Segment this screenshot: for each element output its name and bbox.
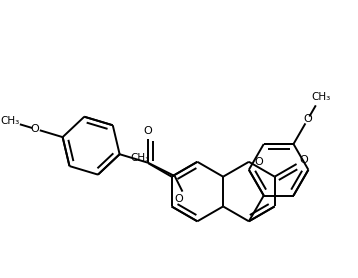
Text: O: O xyxy=(299,155,308,165)
Text: O: O xyxy=(31,124,39,134)
Text: CH₃: CH₃ xyxy=(311,92,330,102)
Text: CH₃: CH₃ xyxy=(1,116,20,126)
Text: O: O xyxy=(174,194,183,204)
Text: O: O xyxy=(304,114,312,124)
Text: CH₃: CH₃ xyxy=(130,153,149,163)
Text: O: O xyxy=(144,126,153,136)
Text: O: O xyxy=(255,157,263,167)
